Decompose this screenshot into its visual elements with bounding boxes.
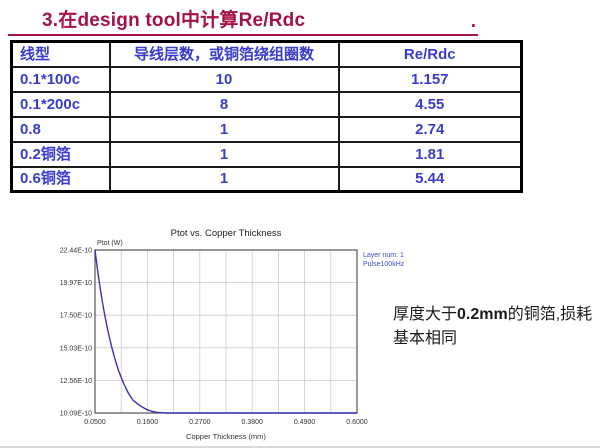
svg-text:0.2700: 0.2700 (189, 419, 211, 426)
svg-text:10.09E-10: 10.09E-10 (60, 411, 92, 418)
ptot-curve (94, 249, 357, 414)
table-cell: 1.81 (337, 140, 523, 168)
svg-text:17.50E-10: 17.50E-10 (60, 313, 92, 320)
annotation-prefix: 厚度大于 (393, 306, 458, 323)
table-cell: 0.8 (10, 115, 111, 143)
svg-text:Pulse100kHz: Pulse100kHz (363, 261, 405, 268)
table-row: 0.8 1 2.74 (10, 115, 523, 143)
header-cell-layer-count: 导线层数，或铜箔绕组圈数 (108, 40, 340, 68)
table-cell: 0.1*200c (10, 90, 111, 118)
chart-title: Ptot vs. Copper Thickness (171, 228, 282, 239)
title-trailing-period: . (470, 11, 476, 32)
table-cell: 2.74 (337, 115, 523, 143)
table-cell: 1 (108, 115, 340, 143)
table-cell: 8 (108, 90, 340, 118)
table-row: 0.2铜箔 1 1.81 (10, 140, 523, 168)
table-cell: 1 (108, 165, 340, 193)
annotation-suffix: 的铜箔,损耗基本相同 (393, 306, 593, 347)
svg-text:0.3800: 0.3800 (241, 419, 263, 426)
slide-title: 3.在design tool中计算Re/Rdc (42, 10, 306, 31)
table-cell: 4.55 (337, 90, 523, 118)
chart-legend: Layer num: 1 Pulse100kHz (363, 252, 405, 268)
svg-text:22.44E-10: 22.44E-10 (60, 248, 92, 255)
svg-text:0.0500: 0.0500 (84, 419, 106, 426)
table-row: 0.1*200c 8 4.55 (10, 90, 523, 118)
table-row: 0.1*100c 10 1.157 (10, 65, 523, 93)
table-header-row: 线型 导线层数，或铜箔绕组圈数 Re/Rdc (10, 40, 523, 68)
svg-text:0.1600: 0.1600 (137, 419, 159, 426)
table-cell: 1.157 (337, 65, 523, 93)
annotation-bold-value: 0.2mm (457, 306, 508, 323)
table-row: 0.6铜箔 1 5.44 (10, 165, 523, 193)
re-rdc-table-body: 0.1*100c 10 1.157 0.1*200c 8 4.55 0.8 1 2.74 0.2铜… (10, 65, 523, 193)
header-cell-line-type: 线型 (10, 40, 111, 68)
table-cell: 0.6铜箔 (10, 165, 111, 193)
table-cell: 10 (108, 65, 340, 93)
y-axis-title: Ptot (W) (97, 240, 123, 247)
ptot-chart: Ptot vs. Copper Thickness Ptot (W) Copper … (45, 222, 425, 448)
table-cell: 0.2铜箔 (10, 140, 111, 168)
annotation-text: 厚度大于0.2mm的铜箔,损耗基本相同 (393, 303, 595, 351)
table-cell: 1 (108, 140, 340, 168)
bottom-edge-line (0, 446, 600, 448)
ptot-chart-svg: Ptot vs. Copper Thickness Ptot (W) Copper … (60, 228, 405, 441)
svg-text:15.03E-10: 15.03E-10 (60, 345, 92, 352)
x-axis-labels: 0.0500 0.1600 0.2700 0.3800 0.4900 0.6000 (84, 419, 368, 426)
svg-text:0.6000: 0.6000 (346, 419, 368, 426)
chart-grid (95, 250, 357, 413)
svg-text:0.4900: 0.4900 (294, 419, 316, 426)
y-axis-labels: 22.44E-10 19.97E-10 17.50E-10 15.03E-10 12.5… (60, 248, 92, 418)
header-cell-re-rdc: Re/Rdc (337, 40, 523, 68)
svg-text:12.56E-10: 12.56E-10 (60, 378, 92, 385)
slide-title-block: 3.在design tool中计算Re/Rdc . (8, 5, 478, 36)
x-axis-title: Copper Thickness (mm) (186, 432, 266, 441)
svg-text:Layer num: 1: Layer num: 1 (363, 252, 404, 259)
table-cell: 5.44 (337, 165, 523, 193)
table-cell: 0.1*100c (10, 65, 111, 93)
svg-text:19.97E-10: 19.97E-10 (60, 280, 92, 287)
re-rdc-table: 线型 导线层数，或铜箔绕组圈数 Re/Rdc 0.1*100c 10 1.157 0.… (10, 40, 523, 193)
